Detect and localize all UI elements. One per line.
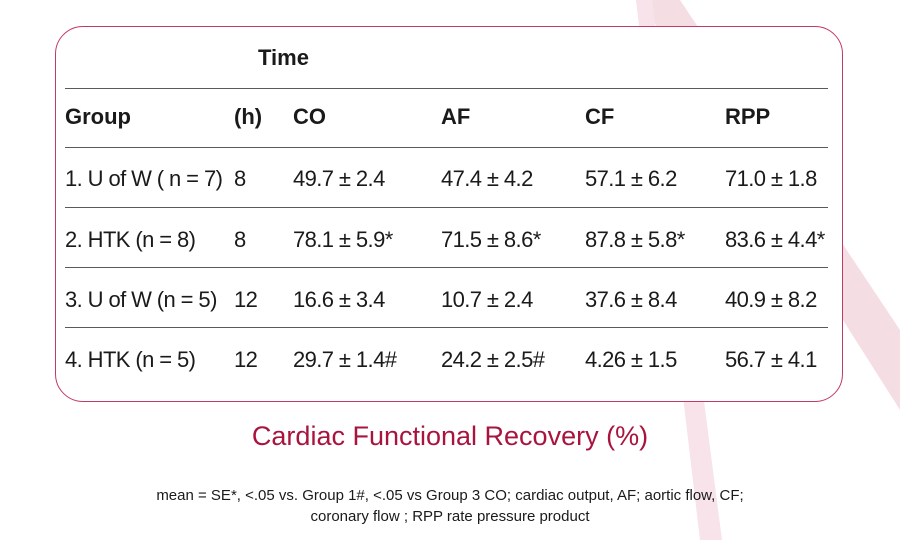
cell-row-4-co: 29.7 ± 1.4# bbox=[293, 347, 397, 372]
cell-row-3-group: 3. U of W (n = 5) bbox=[65, 287, 217, 312]
cell-row-4-af: 24.2 ± 2.5# bbox=[441, 347, 545, 372]
row-divider-1 bbox=[65, 88, 828, 89]
cell-row-1-group: 1. U of W ( n = 7) bbox=[65, 166, 223, 191]
cell-row-1-af: 47.4 ± 4.2 bbox=[441, 166, 533, 191]
row-divider-3 bbox=[65, 207, 828, 208]
cell-row-1-cf: 57.1 ± 6.2 bbox=[585, 166, 677, 191]
column-header-af: AF bbox=[441, 104, 471, 129]
cell-row-2-group: 2. HTK (n = 8) bbox=[65, 227, 196, 252]
cell-row-4-hours: 12 bbox=[234, 347, 258, 372]
row-divider-2 bbox=[65, 147, 828, 148]
cell-row-1-co: 49.7 ± 2.4 bbox=[293, 166, 385, 191]
footnote-line-2: coronary flow ; RPP rate pressure produc… bbox=[310, 508, 590, 525]
cell-row-1-rpp: 71.0 ± 1.8 bbox=[725, 166, 817, 191]
cell-row-2-rpp: 83.6 ± 4.4* bbox=[725, 227, 825, 252]
results-table-frame bbox=[55, 26, 843, 402]
table-caption: Cardiac Functional Recovery (%) bbox=[251, 421, 649, 451]
cell-row-3-rpp: 40.9 ± 8.2 bbox=[725, 287, 817, 312]
table-footnote: mean = SE*, <.05 vs. Group 1#, <.05 vs G… bbox=[0, 485, 900, 527]
cell-row-2-cf: 87.8 ± 5.8* bbox=[585, 227, 685, 252]
cell-row-2-co: 78.1 ± 5.9* bbox=[293, 227, 393, 252]
cell-row-3-co: 16.6 ± 3.4 bbox=[293, 287, 385, 312]
cell-row-4-cf: 4.26 ± 1.5 bbox=[585, 347, 677, 372]
column-header-rpp: RPP bbox=[725, 104, 771, 129]
cell-row-4-rpp: 56.7 ± 4.1 bbox=[725, 347, 817, 372]
column-header-co: CO bbox=[293, 104, 326, 129]
cell-row-1-hours: 8 bbox=[234, 166, 246, 191]
footnote-line-1: mean = SE*, <.05 vs. Group 1#, <.05 vs G… bbox=[156, 487, 744, 504]
column-header-group: Group bbox=[65, 104, 131, 129]
cell-row-2-hours: 8 bbox=[234, 227, 246, 252]
row-divider-5 bbox=[65, 327, 828, 328]
time-super-header: Time bbox=[258, 45, 309, 70]
cell-row-3-af: 10.7 ± 2.4 bbox=[441, 287, 533, 312]
column-header-cf: CF bbox=[585, 104, 615, 129]
cell-row-4-group: 4. HTK (n = 5) bbox=[65, 347, 196, 372]
row-divider-4 bbox=[65, 267, 828, 268]
cell-row-3-hours: 12 bbox=[234, 287, 258, 312]
column-header-hours: (h) bbox=[234, 104, 263, 129]
cell-row-3-cf: 37.6 ± 8.4 bbox=[585, 287, 677, 312]
cell-row-2-af: 71.5 ± 8.6* bbox=[441, 227, 541, 252]
